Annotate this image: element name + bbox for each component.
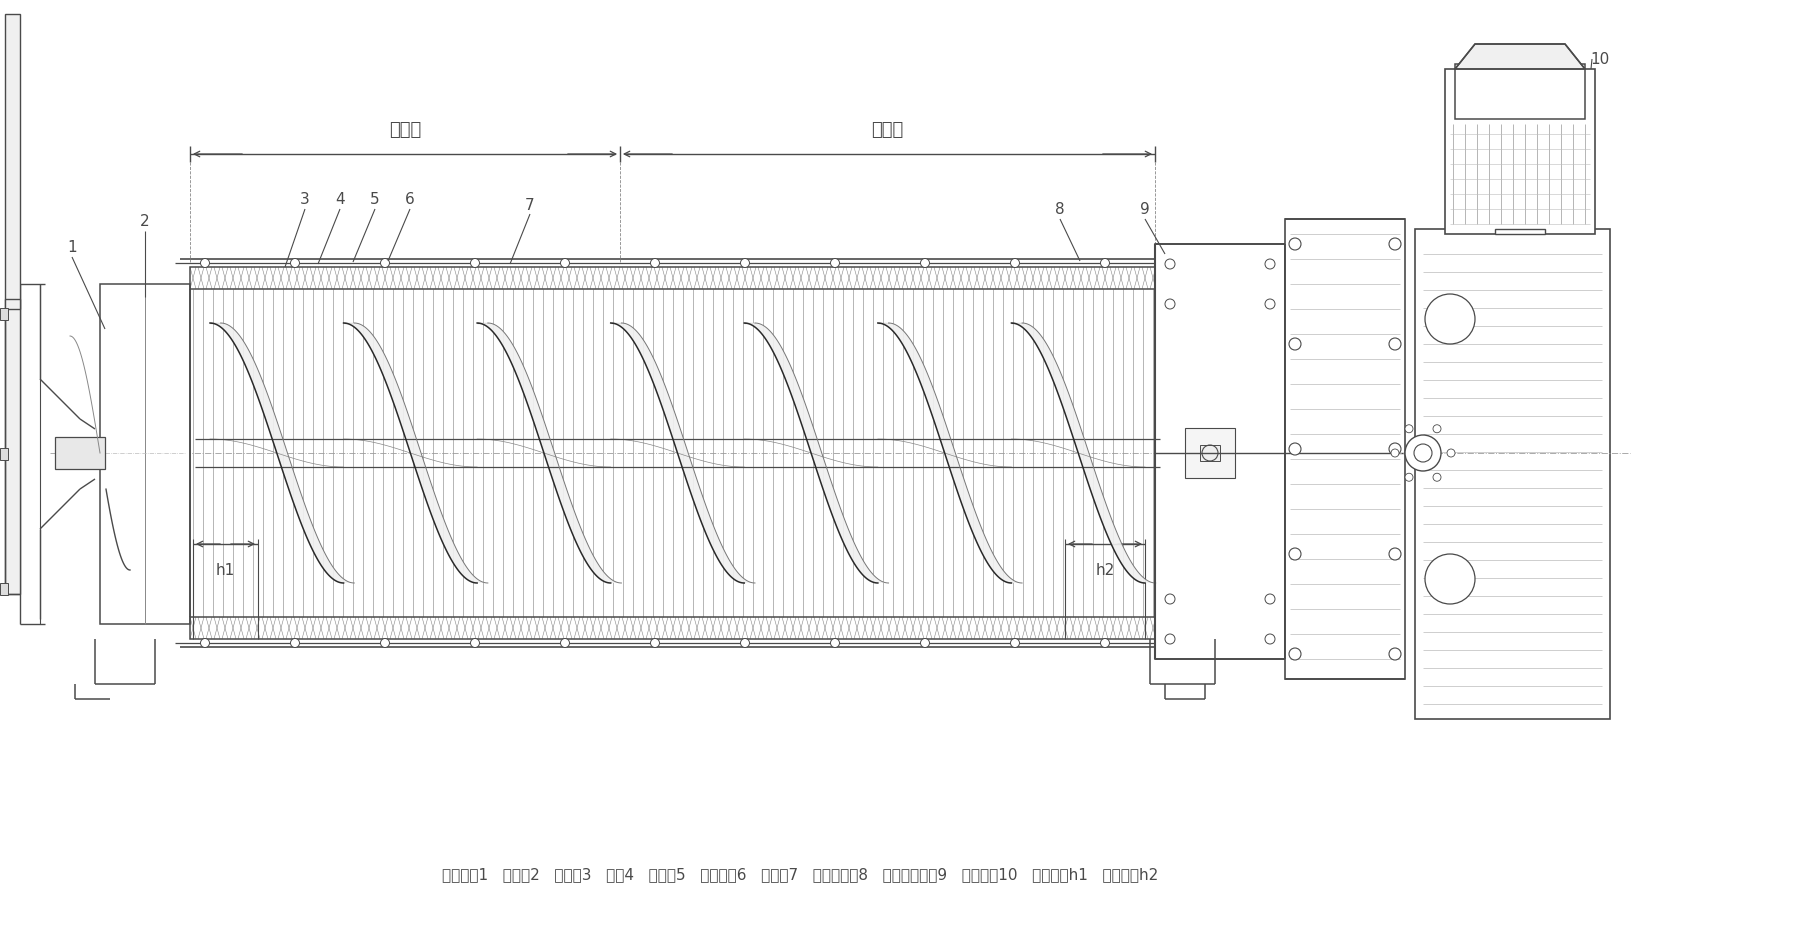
Bar (5, 300, 20, 594)
Circle shape (1166, 260, 1175, 269)
Circle shape (381, 259, 389, 268)
Bar (100, 285, 191, 625)
Bar (1286, 220, 1406, 680)
Bar (191, 617, 1155, 640)
Circle shape (1447, 449, 1455, 458)
Circle shape (1391, 449, 1398, 458)
Circle shape (1433, 474, 1442, 482)
Bar (1495, 229, 1545, 235)
Bar (0, 448, 7, 461)
Polygon shape (745, 324, 888, 584)
Circle shape (1289, 548, 1300, 561)
Text: 6: 6 (405, 192, 414, 208)
Circle shape (1426, 295, 1475, 345)
Circle shape (830, 259, 839, 268)
Circle shape (1100, 639, 1110, 647)
Text: 10: 10 (1591, 52, 1609, 68)
Circle shape (1166, 300, 1175, 309)
Bar (1186, 428, 1235, 479)
Circle shape (561, 639, 570, 647)
Bar (1446, 69, 1594, 235)
Circle shape (1266, 260, 1275, 269)
Bar (191, 617, 1155, 640)
Circle shape (1389, 444, 1400, 455)
Bar (1415, 229, 1611, 720)
Text: 滑动轴承1   进泥口2   固定环3   垫片4   游动环5   紧固螺杆6   螺旋轴7   普通背压板8   减速机安装座9   减速电机10   滤水: 滑动轴承1 进泥口2 固定环3 垫片4 游动环5 紧固螺杆6 螺旋轴7 普通背压… (441, 866, 1159, 882)
Bar (5, 15, 20, 309)
Circle shape (1406, 426, 1413, 433)
Circle shape (1289, 339, 1300, 350)
Circle shape (650, 639, 659, 647)
Circle shape (1166, 634, 1175, 645)
Circle shape (1389, 239, 1400, 250)
Text: 1: 1 (67, 240, 76, 255)
Text: 5: 5 (370, 192, 380, 208)
Circle shape (1433, 426, 1442, 433)
Circle shape (291, 639, 300, 647)
Circle shape (200, 639, 209, 647)
Circle shape (470, 259, 479, 268)
Text: 脱水段: 脱水段 (872, 121, 904, 139)
Bar (1455, 65, 1585, 120)
Bar (1155, 245, 1286, 660)
Circle shape (1389, 548, 1400, 561)
Bar (191, 268, 1155, 289)
Polygon shape (211, 324, 354, 584)
Polygon shape (1012, 324, 1155, 584)
Polygon shape (610, 324, 755, 584)
Circle shape (1289, 444, 1300, 455)
Polygon shape (877, 324, 1022, 584)
Circle shape (830, 639, 839, 647)
Polygon shape (1455, 45, 1585, 69)
Circle shape (1406, 474, 1413, 482)
Circle shape (921, 639, 930, 647)
Circle shape (561, 259, 570, 268)
Circle shape (200, 259, 209, 268)
Text: 8: 8 (1055, 202, 1064, 217)
Circle shape (291, 259, 300, 268)
Polygon shape (478, 324, 621, 584)
Text: 9: 9 (1140, 202, 1150, 217)
Circle shape (741, 639, 750, 647)
Circle shape (1010, 639, 1019, 647)
Bar (191, 289, 1155, 617)
Circle shape (1266, 594, 1275, 605)
Text: 2: 2 (140, 214, 149, 229)
Circle shape (470, 639, 479, 647)
Circle shape (1266, 300, 1275, 309)
Circle shape (1426, 554, 1475, 605)
Text: h2: h2 (1095, 563, 1115, 578)
Circle shape (1166, 594, 1175, 605)
Circle shape (1289, 239, 1300, 250)
Circle shape (1389, 339, 1400, 350)
Circle shape (1010, 259, 1019, 268)
Text: h1: h1 (216, 563, 234, 578)
Circle shape (1389, 648, 1400, 661)
Circle shape (1289, 648, 1300, 661)
Polygon shape (343, 324, 489, 584)
Bar (0, 308, 7, 321)
Circle shape (921, 259, 930, 268)
Circle shape (1100, 259, 1110, 268)
Circle shape (650, 259, 659, 268)
Text: 3: 3 (300, 192, 311, 208)
Text: 4: 4 (336, 192, 345, 208)
Bar (1200, 446, 1220, 462)
Bar (54, 438, 105, 469)
Bar (0, 584, 7, 595)
Circle shape (1406, 436, 1442, 471)
Bar (191, 268, 1155, 289)
Text: 浓缩段: 浓缩段 (389, 121, 421, 139)
Circle shape (1266, 634, 1275, 645)
Circle shape (381, 639, 389, 647)
Text: 7: 7 (525, 197, 536, 212)
Circle shape (741, 259, 750, 268)
